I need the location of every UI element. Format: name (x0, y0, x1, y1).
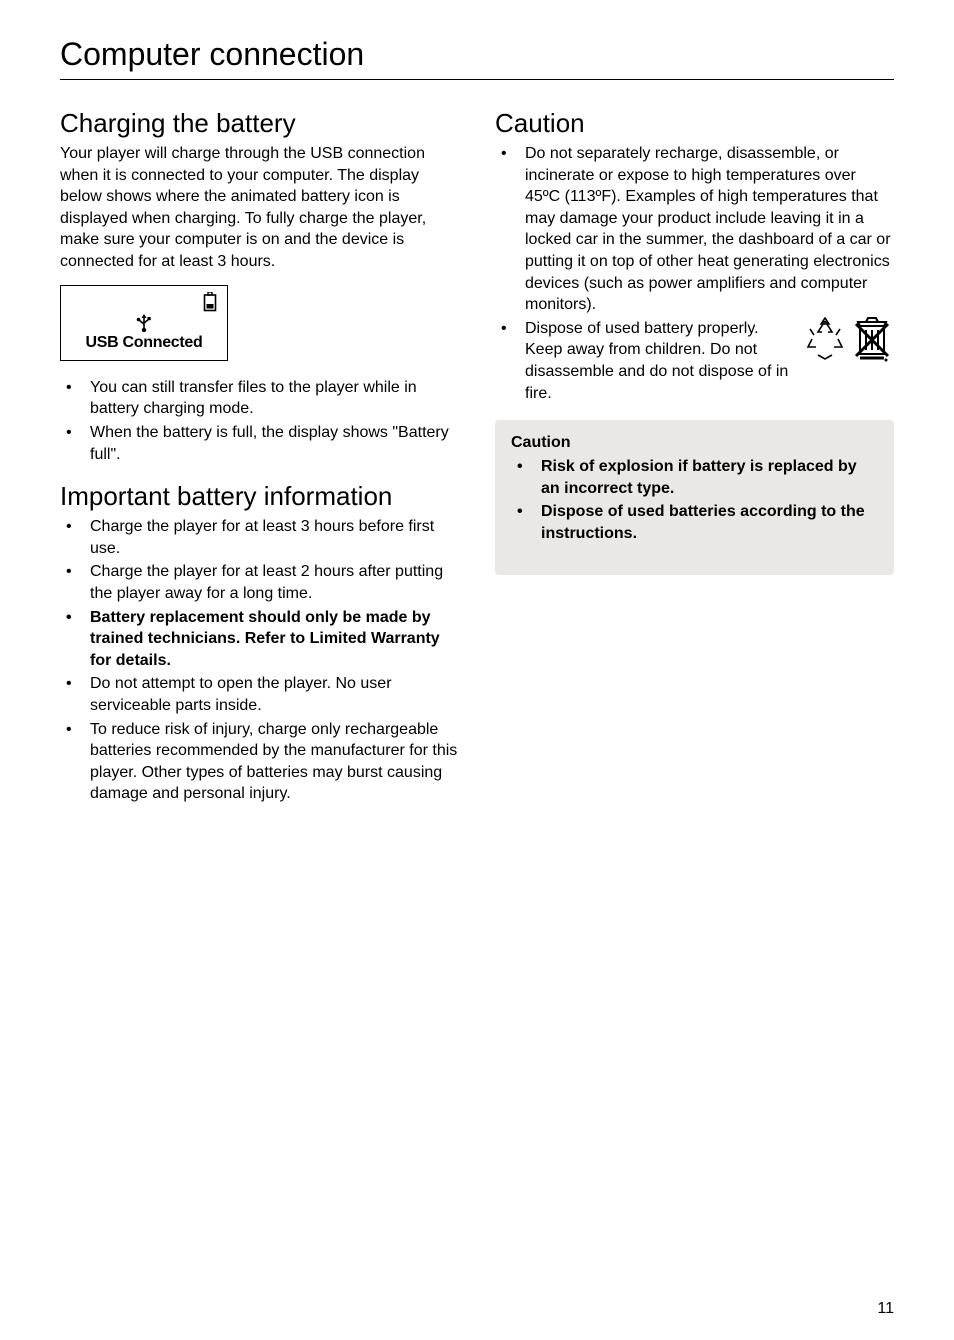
usb-icon (135, 314, 153, 331)
list-item: You can still transfer files to the play… (60, 377, 459, 420)
disposal-wrap: Dispose of used battery properly. Keep a… (525, 318, 894, 404)
usb-icon-row (69, 314, 219, 332)
caution-list: Do not separately recharge, disassemble,… (495, 143, 894, 404)
list-item: Do not attempt to open the player. No us… (60, 673, 459, 716)
charging-notes-list: You can still transfer files to the play… (60, 377, 459, 465)
list-item: Dispose of used battery properly. Keep a… (495, 318, 894, 404)
left-column: Charging the battery Your player will ch… (60, 108, 459, 821)
page-number: 11 (877, 1300, 894, 1318)
battery-icon (203, 293, 217, 310)
heading-charging: Charging the battery (60, 108, 459, 139)
list-item: Battery replacement should only be made … (60, 607, 459, 672)
disposal-icons (804, 316, 894, 362)
list-item: When the battery is full, the display sh… (60, 422, 459, 465)
right-column: Caution Do not separately recharge, disa… (495, 108, 894, 821)
caution-box-list: Risk of explosion if battery is replaced… (511, 456, 878, 544)
list-item: Dispose of used batteries according to t… (511, 501, 878, 544)
paragraph-charging: Your player will charge through the USB … (60, 143, 459, 273)
list-item: Do not separately recharge, disassemble,… (495, 143, 894, 316)
list-item: Risk of explosion if battery is replaced… (511, 456, 878, 499)
heading-important-battery: Important battery information (60, 481, 459, 512)
list-item: To reduce risk of injury, charge only re… (60, 719, 459, 805)
list-item: Charge the player for at least 3 hours b… (60, 516, 459, 559)
heading-caution: Caution (495, 108, 894, 139)
no-trash-icon (850, 316, 894, 362)
recycle-icon (804, 317, 846, 361)
usb-connected-label: USB Connected (69, 334, 219, 352)
page-title: Computer connection (60, 36, 894, 73)
disposal-text: Dispose of used battery properly. Keep a… (525, 320, 788, 402)
two-column-layout: Charging the battery Your player will ch… (60, 108, 894, 821)
battery-indicator-row (69, 292, 219, 312)
title-rule (60, 79, 894, 80)
caution-box: Caution Risk of explosion if battery is … (495, 420, 894, 574)
important-battery-list: Charge the player for at least 3 hours b… (60, 516, 459, 805)
usb-connected-display: USB Connected (60, 285, 228, 361)
list-item: Charge the player for at least 2 hours a… (60, 561, 459, 604)
caution-box-title: Caution (511, 434, 878, 452)
